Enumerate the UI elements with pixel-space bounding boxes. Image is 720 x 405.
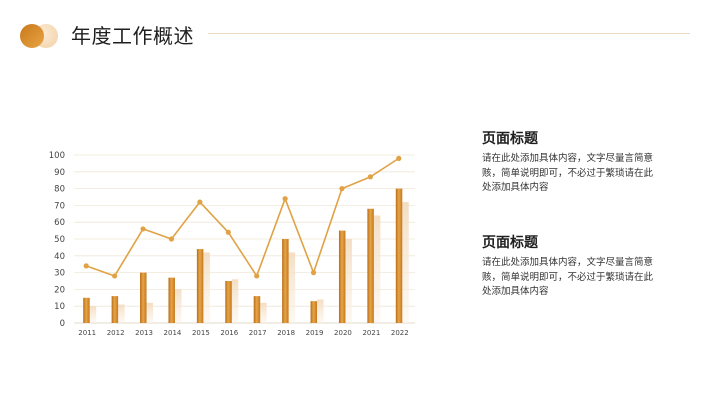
text-block-2: 页面标题 请在此处添加具体内容，文字尽量言简意赅，简单说明即可，不必过于繁琐请在… [482,232,660,300]
bar [196,249,204,323]
bar-light [146,302,154,323]
chart: 0 10 20 30 40 50 60 70 80 90 100 2011 2012 2013 2014 20… [40,145,430,349]
line-point [254,273,260,279]
bar [367,208,374,323]
header-decoration [20,24,60,48]
x-tick-label: 2020 [334,329,352,337]
line-point [225,229,231,235]
bar [83,297,90,323]
bar-light [402,202,409,323]
block-body: 请在此处添加具体内容，文字尽量言简意赅，简单说明即可，不必过于繁琐请在此处添加具… [482,257,654,297]
line-point [339,186,345,192]
bar-light [260,302,267,323]
line-point [197,199,203,205]
bar [111,296,119,323]
line-point [282,196,288,202]
line-point [112,273,118,279]
bar [168,277,175,323]
x-tick-label: 2022 [391,329,409,337]
bar-light [231,279,239,323]
bar-light [317,299,324,323]
y-tick-label: 30 [54,269,65,279]
y-tick-label: 100 [49,151,65,161]
line-point [168,236,175,242]
x-tick-label: 2021 [362,329,380,337]
line-series [85,157,400,277]
bar-light [288,252,296,323]
bar-light [373,215,381,323]
x-tick-label: 2017 [249,329,267,337]
decor-circle-gold [20,24,44,48]
x-tick-label: 2015 [192,329,210,337]
line-point [396,155,402,161]
bar [282,239,289,323]
y-tick-label: 90 [54,168,65,178]
text-block-1: 页面标题 请在此处添加具体内容，文字尽量言简意赅，简单说明即可，不必过于繁琐请在… [482,128,660,196]
line-point [83,263,89,269]
y-tick-label: 70 [54,201,65,211]
bar [225,281,232,323]
bar-light [203,252,210,323]
y-tick-label: 40 [54,252,65,262]
y-tick-label: 0 [60,319,65,329]
line-point [310,270,317,276]
x-tick-label: 2011 [78,329,96,337]
x-tick-label: 2013 [135,329,153,337]
y-tick-label: 10 [54,302,65,312]
y-tick-label: 20 [54,285,65,295]
title-divider [208,33,690,34]
x-tick-label: 2014 [164,329,182,337]
chart-svg: 0 10 20 30 40 50 60 70 80 90 100 2011 2012 2013 2014 20… [49,151,415,337]
block-title: 页面标题 [482,131,538,147]
y-tick-label: 50 [54,235,65,245]
bar [395,188,403,323]
y-tick-label: 60 [54,218,65,228]
bar [140,272,147,323]
x-tick-label: 2019 [306,329,324,337]
x-tick-label: 2018 [277,329,295,337]
block-body: 请在此处添加具体内容，文字尽量言简意赅，简单说明即可，不必过于繁琐请在此处添加具… [482,153,654,193]
bar-light [118,304,125,323]
bar [253,296,261,323]
block-title: 页面标题 [482,235,538,251]
page-title: 年度工作概述 [71,24,194,48]
bar [338,230,346,323]
x-tick-label: 2016 [220,329,238,337]
bar-light [89,306,97,323]
x-tick-label: 2012 [107,329,125,337]
line-point [140,226,146,232]
y-tick-label: 80 [54,185,65,195]
bar [310,301,318,323]
line-point [367,174,373,180]
bar-light [174,289,182,323]
bar-light [345,239,352,323]
